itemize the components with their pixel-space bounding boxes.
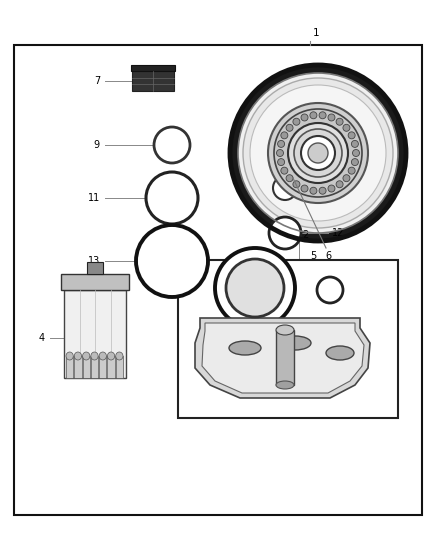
Circle shape (310, 112, 317, 119)
Circle shape (269, 217, 301, 249)
Ellipse shape (279, 336, 311, 350)
Bar (61, 274, 129, 290)
Text: 5: 5 (310, 251, 316, 261)
Text: 9: 9 (94, 140, 100, 150)
Circle shape (243, 78, 393, 228)
Text: 14: 14 (239, 343, 251, 353)
Text: 6: 6 (325, 251, 331, 261)
Circle shape (310, 187, 317, 194)
Circle shape (343, 175, 350, 182)
Circle shape (317, 277, 343, 303)
Circle shape (328, 185, 335, 192)
Circle shape (351, 159, 358, 166)
Bar (83, 356, 90, 378)
Circle shape (353, 149, 360, 157)
Circle shape (136, 225, 208, 297)
Text: 8: 8 (332, 140, 338, 150)
Bar (178, 260, 398, 418)
Circle shape (294, 129, 342, 177)
Circle shape (278, 159, 285, 166)
Polygon shape (202, 323, 364, 393)
Bar (66, 356, 73, 378)
Circle shape (348, 132, 355, 139)
Bar (87, 262, 103, 274)
Circle shape (146, 172, 198, 224)
Circle shape (308, 143, 328, 163)
Ellipse shape (116, 352, 123, 360)
Bar (91, 356, 98, 378)
Ellipse shape (99, 352, 106, 360)
Bar (74, 356, 81, 378)
Text: 15: 15 (261, 343, 273, 353)
Circle shape (268, 103, 368, 203)
Circle shape (154, 127, 190, 163)
Circle shape (336, 181, 343, 188)
Circle shape (319, 112, 326, 119)
Circle shape (286, 124, 293, 131)
Bar (116, 356, 123, 378)
Bar (64, 290, 126, 378)
Circle shape (250, 85, 386, 221)
Circle shape (274, 109, 362, 197)
Bar (14, 45, 422, 515)
Bar (107, 356, 115, 378)
Circle shape (293, 118, 300, 125)
Circle shape (226, 259, 284, 317)
Circle shape (215, 248, 295, 328)
Circle shape (293, 181, 300, 188)
Circle shape (278, 140, 285, 148)
Circle shape (351, 140, 358, 148)
Bar (131, 65, 175, 71)
Circle shape (343, 124, 350, 131)
Circle shape (336, 118, 343, 125)
Ellipse shape (66, 352, 73, 360)
Ellipse shape (276, 325, 294, 335)
Text: 10: 10 (332, 183, 344, 193)
Circle shape (238, 73, 398, 233)
Bar (99, 356, 106, 378)
Circle shape (281, 132, 288, 139)
Circle shape (348, 167, 355, 174)
Text: 12: 12 (332, 228, 344, 238)
Ellipse shape (229, 341, 261, 355)
Text: 4: 4 (39, 333, 45, 343)
Circle shape (301, 185, 308, 192)
Ellipse shape (276, 381, 294, 389)
Bar (132, 71, 174, 91)
Text: 1: 1 (313, 28, 320, 38)
Circle shape (276, 149, 283, 157)
Text: 3: 3 (229, 285, 235, 295)
Circle shape (273, 176, 297, 200)
Text: 13: 13 (88, 256, 100, 266)
Circle shape (301, 136, 335, 170)
Ellipse shape (107, 352, 115, 360)
Circle shape (288, 123, 348, 183)
Circle shape (286, 175, 293, 182)
Bar (276, 330, 294, 385)
Ellipse shape (74, 352, 81, 360)
Circle shape (319, 187, 326, 194)
Circle shape (301, 114, 308, 121)
Text: 7: 7 (94, 76, 100, 86)
Polygon shape (195, 318, 370, 398)
Ellipse shape (83, 352, 90, 360)
Circle shape (281, 167, 288, 174)
Ellipse shape (326, 346, 354, 360)
Circle shape (230, 65, 406, 241)
Text: 11: 11 (88, 193, 100, 203)
Text: 2: 2 (302, 230, 308, 240)
Circle shape (328, 114, 335, 121)
Ellipse shape (91, 352, 98, 360)
